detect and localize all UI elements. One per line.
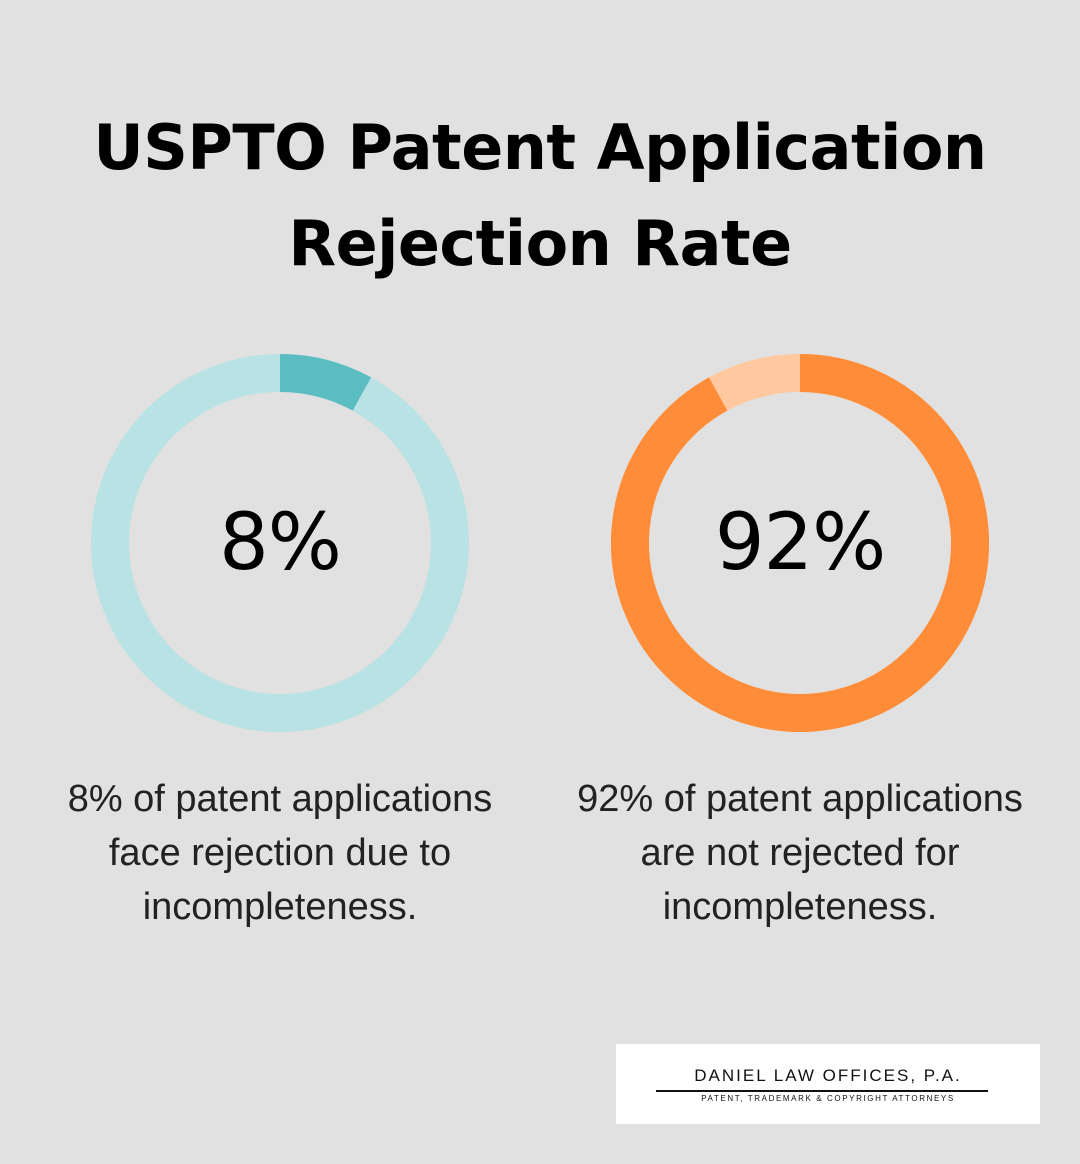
caption-not-rejected-line-3: incompleteness.	[540, 880, 1060, 934]
caption-not-rejected-line-1: 92% of patent applications	[540, 772, 1060, 826]
caption-not-rejected-line-2: are not rejected for	[540, 826, 1060, 880]
chart-title-line-1: USPTO Patent Application	[0, 100, 1080, 196]
donut-label-rejected: 8%	[91, 354, 469, 732]
donut-chart-rejected: 8%	[91, 354, 469, 732]
law-office-logo: DANIEL LAW OFFICES, P.A. PATENT, TRADEMA…	[616, 1044, 1040, 1124]
caption-rejected: 8% of patent applications face rejection…	[20, 772, 540, 934]
caption-rejected-line-2: face rejection due to	[20, 826, 540, 880]
logo-name: DANIEL LAW OFFICES, P.A.	[616, 1066, 1040, 1086]
chart-title-line-2: Rejection Rate	[0, 196, 1080, 292]
logo-tagline: PATENT, TRADEMARK & COPYRIGHT ATTORNEYS	[616, 1094, 1040, 1103]
caption-not-rejected: 92% of patent applications are not rejec…	[540, 772, 1060, 934]
caption-rejected-line-1: 8% of patent applications	[20, 772, 540, 826]
donut-chart-not-rejected: 92%	[611, 354, 989, 732]
logo-divider	[656, 1090, 988, 1092]
donut-label-not-rejected: 92%	[611, 354, 989, 732]
chart-title: USPTO Patent Application Rejection Rate	[0, 100, 1080, 292]
caption-rejected-line-3: incompleteness.	[20, 880, 540, 934]
